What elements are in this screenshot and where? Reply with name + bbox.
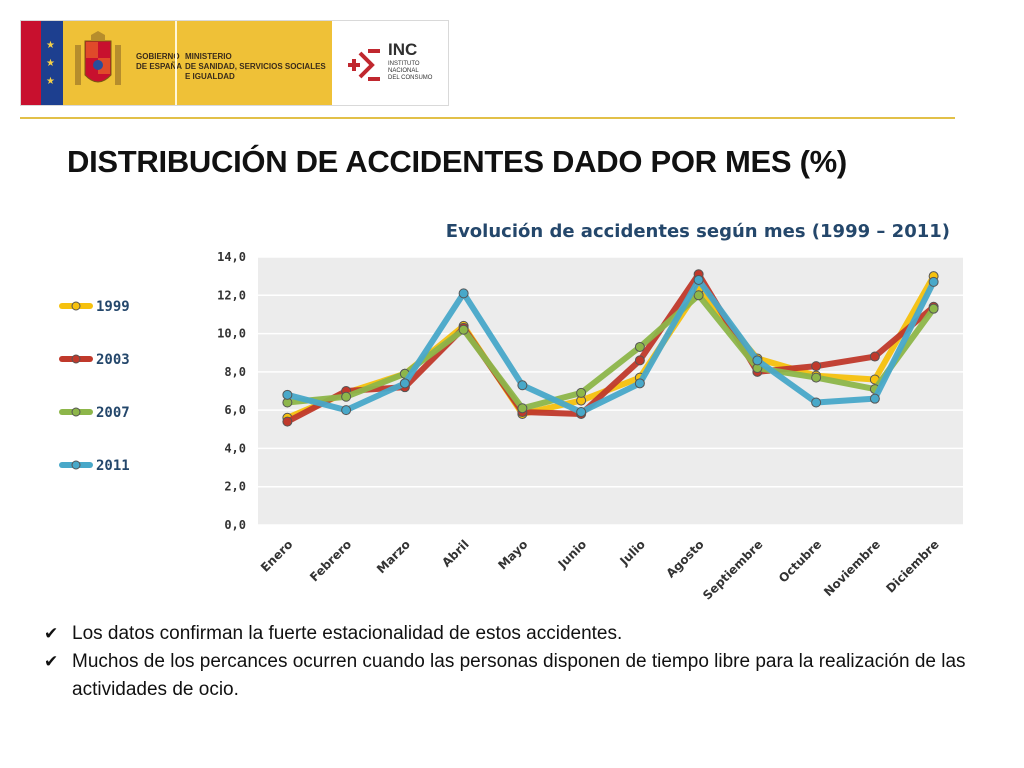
star-icon: ★ (46, 58, 55, 69)
legend-label: 2011 (96, 458, 130, 474)
data-point (811, 372, 822, 383)
flag-blue-strip: ★ ★ ★ (41, 21, 63, 105)
data-point (517, 380, 528, 391)
legend-label: 1999 (96, 299, 130, 315)
y-tick-label: 2,0 (224, 480, 246, 494)
y-tick-label: 6,0 (224, 403, 246, 417)
x-tick-label: Septiembre (700, 537, 765, 602)
data-point (869, 351, 880, 362)
inc-logo-icon (348, 49, 380, 81)
header-banner: ★ ★ ★ GOBIERNO DE ESPAÑA MINISTERIO DE S… (20, 20, 449, 106)
x-tick-label: Agosto (663, 537, 706, 580)
data-point (811, 361, 822, 372)
flag-red-strip (21, 21, 41, 105)
line-chart: Evolución de accidentes según mes (1999 … (59, 221, 963, 603)
bullet-list: ✔ Los datos confirman la fuerte estacion… (44, 620, 974, 704)
data-point (458, 324, 469, 335)
page-title: DISTRIBUCIÓN DE ACCIDENTES DADO POR MES … (67, 144, 847, 179)
data-point (341, 391, 352, 402)
x-tick-label: Julio (617, 537, 648, 568)
inc-line: NACIONAL (388, 68, 419, 74)
chart-title: Evolución de accidentes según mes (1999 … (446, 221, 950, 242)
bullet-text: Muchos de los percances ocurren cuando l… (72, 651, 966, 700)
x-tick-label: Mayo (495, 537, 530, 572)
star-icon: ★ (46, 76, 55, 87)
data-point (928, 303, 939, 314)
data-point (693, 274, 704, 285)
inc-line: DEL CONSUMO (388, 75, 433, 81)
x-tick-label: Febrero (307, 537, 354, 584)
inc-subtitle: INSTITUTO NACIONAL DEL CONSUMO (388, 61, 448, 82)
x-tick-label: Junio (555, 537, 590, 572)
data-point (634, 341, 645, 352)
x-tick-label: Diciembre (883, 537, 941, 595)
data-point (399, 378, 410, 389)
bullet-item: ✔ Los datos confirman la fuerte estacion… (44, 620, 974, 648)
x-tick-label: Abril (439, 537, 472, 570)
legend-label: 2003 (96, 352, 130, 368)
inc-logo-block: INC INSTITUTO NACIONAL DEL CONSUMO (332, 21, 448, 105)
ministry-line: E IGUALDAD (185, 72, 235, 81)
legend-marker (71, 301, 81, 311)
y-tick-label: 4,0 (224, 441, 246, 455)
x-tick-label: Enero (258, 537, 296, 575)
series-line (284, 292, 937, 412)
ministry-line: MINISTERIO (185, 52, 232, 61)
data-point (576, 407, 587, 418)
government-label: GOBIERNO DE ESPAÑA (136, 52, 188, 72)
legend-label: 2007 (96, 405, 130, 421)
bullet-text: Los datos confirman la fuerte estacional… (72, 623, 623, 644)
data-point (811, 397, 822, 408)
y-tick-label: 12,0 (217, 288, 246, 302)
data-point (282, 416, 293, 427)
coat-of-arms-icon (75, 31, 121, 85)
checkmark-icon: ✔ (44, 624, 59, 644)
checkmark-icon: ✔ (44, 652, 59, 672)
gov-line: GOBIERNO (136, 52, 180, 61)
ministry-label: MINISTERIO DE SANIDAD, SERVICIOS SOCIALE… (185, 52, 330, 82)
data-point (576, 387, 587, 398)
ministry-line: DE SANIDAD, SERVICIOS SOCIALES (185, 62, 326, 71)
inc-title: INC (388, 40, 418, 59)
x-tick-label: Marzo (374, 537, 413, 576)
series-line (284, 276, 937, 416)
data-point (282, 389, 293, 400)
legend-marker (71, 407, 81, 417)
data-point (693, 290, 704, 301)
legend-marker (71, 460, 81, 470)
x-tick-label: Noviembre (821, 537, 883, 599)
data-point (341, 405, 352, 416)
y-tick-label: 10,0 (217, 327, 246, 341)
x-tick-label: Octubre (776, 537, 824, 585)
data-point (634, 355, 645, 366)
data-point (752, 355, 763, 366)
data-point (928, 276, 939, 287)
gov-line: DE ESPAÑA (136, 62, 183, 71)
data-point (634, 378, 645, 389)
bullet-item: ✔ Muchos de los percances ocurren cuando… (44, 648, 974, 704)
data-point (869, 393, 880, 404)
y-tick-label: 8,0 (224, 365, 246, 379)
data-point (458, 288, 469, 299)
y-tick-label: 14,0 (217, 250, 246, 264)
header-rule (20, 117, 955, 119)
data-point (517, 403, 528, 414)
inc-line: INSTITUTO (388, 61, 420, 67)
star-icon: ★ (46, 40, 55, 51)
y-tick-label: 0,0 (224, 518, 246, 532)
legend-marker (71, 354, 81, 364)
banner-divider (175, 21, 177, 105)
